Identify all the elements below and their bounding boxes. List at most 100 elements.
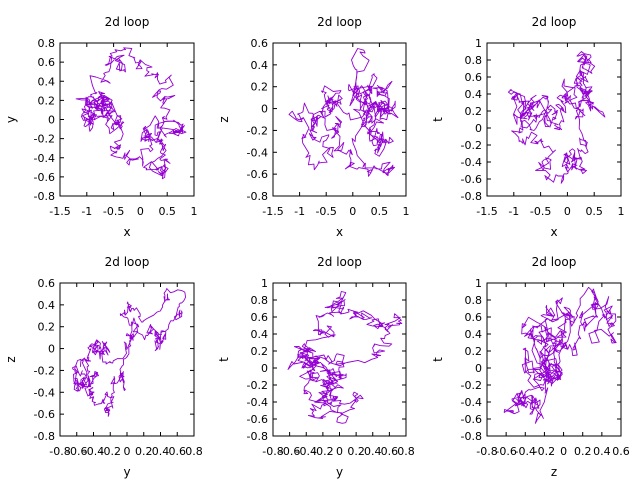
y-axis-label: t <box>431 357 445 362</box>
y-axis-label: y <box>4 116 18 123</box>
y-tick-label: -0.6 <box>247 413 268 426</box>
y-tick-label: 0.8 <box>38 37 56 50</box>
y-tick-label: 1 <box>261 277 268 290</box>
x-tick-label: -1.5 <box>262 205 283 218</box>
x-tick-label: 0 <box>560 445 567 458</box>
y-tick-label: 0.2 <box>38 321 56 334</box>
y-tick-label: -0.4 <box>461 396 482 409</box>
plot-frame <box>486 282 622 437</box>
chart-title: 2d loop <box>532 15 577 29</box>
x-tick-label: -0.2 <box>312 445 333 458</box>
y-tick-label: -0.4 <box>34 386 55 399</box>
x-tick-label: 0.2 <box>135 445 153 458</box>
y-tick-label: -0.4 <box>247 146 268 159</box>
x-tick-label: -1 <box>294 205 305 218</box>
y-tick-label: 0 <box>48 343 55 356</box>
x-tick-label: 0.6 <box>612 445 630 458</box>
subplot-6: 2d loop-0.8-0.6-0.4-0.2 0 0.2 0.4 0.6-0.8-0.… <box>431 255 630 479</box>
x-tick-label: -0.4 <box>515 445 536 458</box>
chart-title: 2d loop <box>317 15 362 29</box>
y-tick-label: -0.6 <box>34 171 55 184</box>
y-tick-label: -0.6 <box>34 408 55 421</box>
y-tick-label: 1 <box>475 277 482 290</box>
x-tick-label: 0.6 <box>169 445 187 458</box>
y-tick-label: -0.8 <box>461 190 482 203</box>
x-axis-label: y <box>336 465 343 479</box>
y-axis-label: t <box>217 357 231 362</box>
y-tick-label: 0.8 <box>465 294 483 307</box>
y-tick-label: -0.6 <box>461 173 482 186</box>
x-tick-label: 0 <box>564 205 571 218</box>
x-tick-label: -0.4 <box>83 445 104 458</box>
y-tick-label: 0.4 <box>38 299 56 312</box>
plot-frame <box>486 42 622 197</box>
x-tick-label: -0.5 <box>530 205 551 218</box>
chart-title: 2d loop <box>532 255 577 269</box>
y-tick-label: -0.6 <box>461 413 482 426</box>
y-tick-label: -0.8 <box>247 430 268 443</box>
x-tick-label: 0 <box>137 205 144 218</box>
y-tick-label: -0.8 <box>461 430 482 443</box>
y-tick-label: 0 <box>48 114 55 127</box>
x-tick-label: -0.2 <box>534 445 555 458</box>
x-tick-label: 0.8 <box>185 445 203 458</box>
y-tick-label: -0.2 <box>34 133 55 146</box>
plot-frame <box>59 42 195 197</box>
x-tick-label: 1 <box>191 205 198 218</box>
x-tick-label: -0.8 <box>262 445 283 458</box>
y-tick-label: -0.2 <box>247 124 268 137</box>
x-tick-label: -1.5 <box>49 205 70 218</box>
y-tick-label: -0.8 <box>34 190 55 203</box>
y-tick-label: 0.4 <box>251 59 269 72</box>
x-axis-label: x <box>336 225 343 239</box>
y-tick-label: -0.2 <box>247 379 268 392</box>
x-tick-label: -0.5 <box>315 205 336 218</box>
x-tick-label: -0.4 <box>296 445 317 458</box>
y-tick-label: 0.6 <box>465 71 483 84</box>
x-tick-label: -0.6 <box>495 445 516 458</box>
subplot-grid: 2d loop-1.5 -1 -0.5 0 0.5 1-0.8-0.6-0.4-0.200… <box>4 15 630 479</box>
x-tick-label: 1 <box>618 205 625 218</box>
y-tick-label: 0.2 <box>251 345 269 358</box>
y-tick-label: 0.8 <box>251 294 269 307</box>
y-tick-label: -0.4 <box>34 152 55 165</box>
y-tick-label: 0.4 <box>251 328 269 341</box>
y-tick-label: -0.2 <box>34 364 55 377</box>
x-tick-label: 0.5 <box>585 205 603 218</box>
y-tick-label: 0.6 <box>251 37 269 50</box>
y-tick-label: -0.2 <box>461 139 482 152</box>
plot-frame <box>272 42 407 197</box>
x-tick-label: 0.6 <box>381 445 399 458</box>
y-tick-label: 0.2 <box>465 345 483 358</box>
loop-series-line <box>288 48 399 177</box>
x-tick-label: -0.6 <box>66 445 87 458</box>
x-tick-label: 0.5 <box>371 205 389 218</box>
y-tick-label: -0.8 <box>34 430 55 443</box>
loop-series-line <box>75 47 187 180</box>
y-tick-label: 0.2 <box>465 105 483 118</box>
x-tick-label: -0.6 <box>279 445 300 458</box>
x-tick-label: -0.8 <box>476 445 497 458</box>
y-tick-label: 0.6 <box>251 311 269 324</box>
x-tick-label: -1 <box>508 205 519 218</box>
subplot-5: 2d loop-0.8-0.6-0.4-0.2 0 0.2 0.4 0.6 0.8-0.8… <box>217 255 415 479</box>
y-tick-label: 0.2 <box>38 94 56 107</box>
y-axis-label: z <box>4 356 18 362</box>
subplot-1: 2d loop -1.5 -1 -0.5 0 0.5 1 -0.8 -0.6 -0.4 -0.2 0 0… <box>4 15 198 239</box>
loop-series-line <box>503 286 617 424</box>
y-axis-label: z <box>217 116 231 122</box>
y-tick-label: 0 <box>475 362 482 375</box>
x-tick-label: 0 <box>336 445 343 458</box>
x-axis-label: y <box>123 465 130 479</box>
x-axis-label: x <box>550 225 557 239</box>
x-axis-label: z <box>551 465 557 479</box>
loop-series-line <box>72 288 187 417</box>
subplot-3: 2d loop -1.5 -1 -0.5 0 0.5 1 -0.8 -0.6 -0.4 -0.2 0 0… <box>431 15 625 239</box>
x-tick-label: 1 <box>403 205 410 218</box>
y-tick-label: -0.8 <box>247 190 268 203</box>
x-tick-label: -0.5 <box>103 205 124 218</box>
x-tick-label: -1 <box>81 205 92 218</box>
x-tick-label: -1.5 <box>476 205 497 218</box>
y-tick-label: 0.4 <box>38 75 56 88</box>
